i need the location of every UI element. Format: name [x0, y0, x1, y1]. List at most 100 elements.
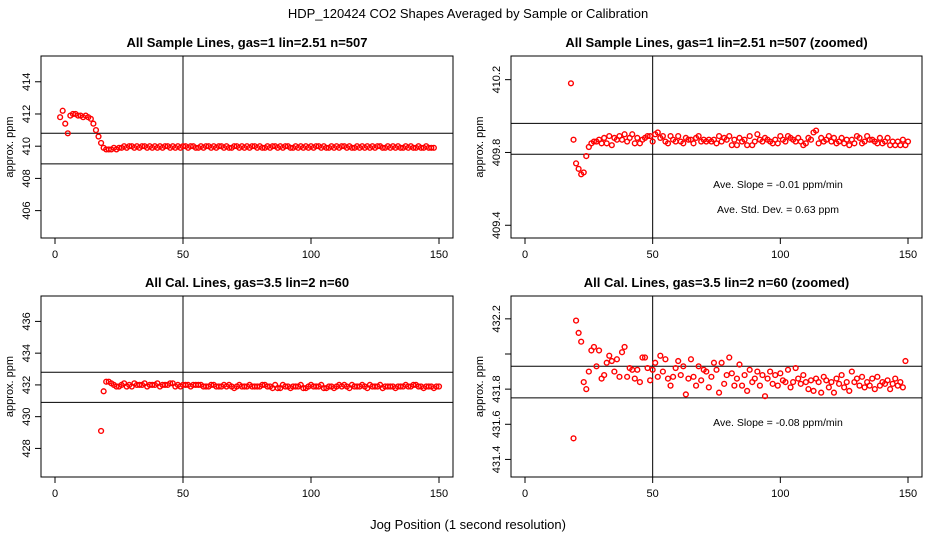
data-point: [664, 375, 672, 382]
data-point: [871, 386, 878, 393]
x-tick-label: 100: [771, 488, 789, 500]
y-tick-label: 414: [21, 73, 33, 91]
data-point: [634, 134, 641, 142]
data-point: [846, 387, 853, 394]
data-point: [695, 363, 702, 370]
panel-title: All Sample Lines, gas=1 lin=2.51 n=507: [127, 35, 368, 50]
x-tick-label: 100: [771, 249, 789, 261]
data-point: [759, 371, 766, 379]
data-point: [113, 383, 120, 390]
data-point: [795, 375, 802, 382]
y-tick-label: 410.2: [491, 66, 503, 94]
data-point: [629, 131, 636, 138]
data-point: [680, 363, 687, 370]
data-point: [675, 132, 682, 140]
data-point: [874, 373, 881, 380]
y-tick-label: 410: [21, 137, 33, 155]
y-tick-label: 428: [21, 439, 33, 457]
y-tick-label: 431.6: [491, 411, 503, 439]
x-tick-label: 150: [899, 249, 917, 261]
data-point: [636, 379, 644, 386]
data-point: [848, 368, 855, 375]
data-point: [866, 136, 873, 143]
data-point: [192, 144, 199, 151]
data-point: [838, 371, 845, 379]
x-tick-label: 50: [647, 249, 659, 261]
data-point: [598, 140, 605, 147]
data-point: [320, 384, 327, 392]
x-tick-label: 50: [647, 488, 659, 500]
data-point: [807, 377, 815, 384]
data-point: [682, 391, 689, 398]
data-point: [777, 370, 784, 377]
data-point: [741, 371, 748, 379]
data-point: [899, 384, 906, 391]
data-point: [823, 377, 830, 384]
data-point: [64, 130, 71, 137]
data-point: [728, 370, 735, 377]
data-point: [838, 134, 845, 142]
data-point: [405, 383, 412, 390]
data-point: [580, 169, 587, 176]
data-point: [182, 381, 189, 389]
data-point: [825, 132, 832, 140]
data-point: [746, 366, 753, 373]
data-point: [802, 379, 809, 386]
data-point: [287, 144, 294, 151]
data-point: [590, 343, 598, 351]
y-axis-label: approx. ppm: [4, 116, 16, 177]
y-tick-label: 409.8: [491, 139, 503, 167]
data-point: [761, 393, 769, 400]
data-point: [899, 136, 906, 143]
data-point: [782, 379, 789, 386]
data-point: [726, 132, 733, 140]
data-point: [695, 132, 702, 140]
data-point: [215, 383, 222, 390]
data-point: [215, 143, 222, 150]
data-point: [705, 384, 712, 391]
data-point: [603, 359, 610, 366]
data-point: [685, 375, 692, 382]
data-point: [654, 373, 661, 380]
chart-panel-3: All Cal. Lines, gas=3.5 lin=2 n=60 approx…: [4, 275, 454, 500]
plot-frame: [40, 295, 454, 478]
data-point: [738, 382, 746, 389]
data-point: [856, 382, 863, 389]
data-point: [889, 380, 896, 387]
data-point: [631, 375, 638, 382]
data-point: [415, 383, 422, 390]
x-tick-label: 0: [52, 249, 58, 261]
data-point: [756, 382, 764, 389]
data-point: [313, 383, 320, 390]
data-point: [274, 384, 281, 392]
data-point: [195, 381, 202, 389]
data-point: [618, 136, 626, 143]
data-point: [744, 387, 751, 394]
data-point: [259, 381, 266, 389]
data-point: [884, 134, 891, 142]
x-tick-label: 0: [52, 488, 58, 500]
data-point: [161, 381, 169, 389]
data-point: [608, 357, 615, 365]
data-point: [397, 383, 404, 390]
data-point: [631, 140, 638, 147]
data-point: [861, 384, 868, 391]
x-tick-label: 150: [430, 488, 448, 500]
data-point: [767, 368, 774, 375]
x-tick-label: 100: [302, 488, 320, 500]
data-point: [338, 143, 345, 150]
data-point: [97, 139, 105, 147]
data-point: [379, 144, 386, 151]
data-point: [774, 382, 781, 389]
data-point: [884, 377, 891, 384]
data-point: [601, 371, 608, 379]
data-point: [805, 386, 812, 393]
data-point: [62, 120, 69, 127]
data-point: [835, 380, 843, 387]
data-point: [300, 384, 307, 392]
data-point: [659, 368, 666, 375]
data-point: [430, 144, 437, 151]
data-point: [138, 143, 146, 150]
data-point: [616, 373, 623, 380]
data-point: [269, 143, 276, 150]
